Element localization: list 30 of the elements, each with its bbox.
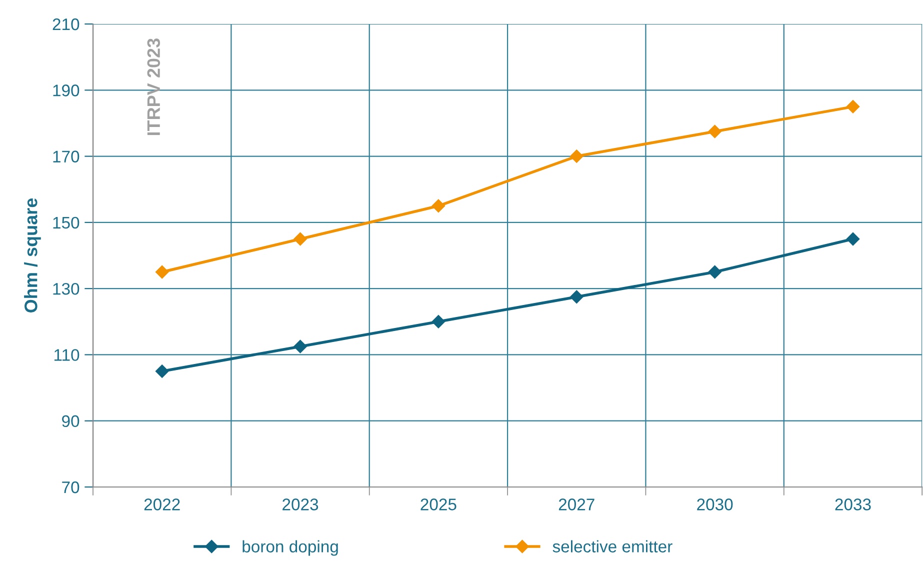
x-tick-label: 2027 bbox=[558, 498, 594, 510]
y-tick-label: 170 bbox=[53, 150, 80, 162]
point bbox=[570, 290, 584, 304]
x-tick-label: 2030 bbox=[697, 498, 733, 510]
y-tick-label: 210 bbox=[52, 18, 80, 30]
y-tick-label: 130 bbox=[53, 282, 80, 295]
point bbox=[846, 232, 860, 246]
x-tick-label: 2025 bbox=[420, 498, 456, 510]
point bbox=[570, 150, 584, 163]
point bbox=[708, 265, 722, 279]
point bbox=[294, 232, 307, 246]
point bbox=[156, 364, 169, 378]
y-tick-label: 150 bbox=[53, 216, 80, 229]
y-tick-label: 110 bbox=[54, 349, 80, 361]
point bbox=[156, 265, 169, 279]
y-tick-label: 190 bbox=[53, 84, 80, 96]
annotation: ITRPV 2023 bbox=[147, 38, 160, 136]
point bbox=[432, 315, 446, 328]
legend-label: selective emitter bbox=[552, 540, 672, 552]
x-tick-label: 2023 bbox=[282, 498, 318, 510]
y-tick-label: 90 bbox=[62, 415, 80, 428]
x-tick-label: 2022 bbox=[144, 498, 180, 510]
x-tick-label: 2033 bbox=[835, 498, 871, 510]
legend-label: boron doping bbox=[242, 540, 338, 556]
point bbox=[846, 100, 860, 114]
point bbox=[294, 340, 307, 354]
y-tick-label: 70 bbox=[62, 481, 80, 494]
point bbox=[432, 199, 446, 212]
y-axis-title: Ohm / square bbox=[24, 198, 41, 312]
point bbox=[708, 124, 722, 138]
